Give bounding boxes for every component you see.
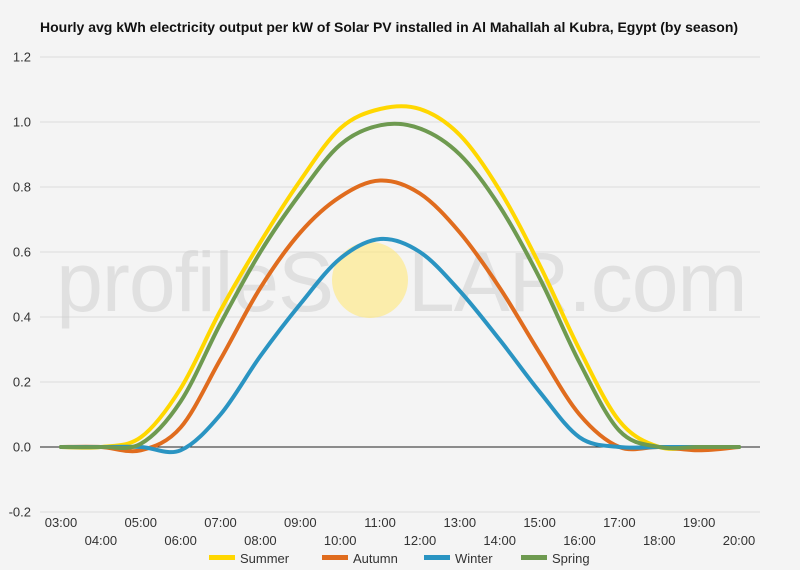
legend-swatch	[322, 555, 348, 560]
x-tick-label: 14:00	[483, 533, 516, 548]
chart-title: Hourly avg kWh electricity output per kW…	[40, 19, 739, 35]
legend-item-autumn: Autumn	[322, 551, 398, 566]
x-tick-label: 15:00	[523, 515, 556, 530]
x-tick-label: 11:00	[364, 515, 396, 530]
x-tick-label: 08:00	[244, 533, 277, 548]
legend-label: Winter	[455, 551, 493, 566]
legend-swatch	[424, 555, 450, 560]
x-axis-ticks: 03:00 05:00 07:00 09:00 11:00 13:00 15:00 17:00…	[45, 515, 756, 548]
series-lines	[59, 104, 741, 455]
legend-item-spring: Spring	[521, 551, 590, 566]
x-tick-label: 13:00	[444, 515, 477, 530]
series-line-summer	[59, 104, 741, 451]
x-tick-label: 09:00	[284, 515, 317, 530]
x-tick-label: 03:00	[45, 515, 78, 530]
x-tick-label: 06:00	[164, 533, 197, 548]
x-tick-label: 05:00	[124, 515, 157, 530]
y-tick-label: -0.2	[9, 505, 31, 520]
x-tick-label: 12:00	[404, 533, 437, 548]
legend-swatch	[521, 555, 547, 560]
y-axis-ticks: -0.2 0.0 0.2 0.4 0.6 0.8 1.0 1.2	[9, 50, 31, 520]
y-tick-label: 0.8	[13, 180, 31, 195]
x-tick-label: 10:00	[324, 533, 357, 548]
legend-label: Spring	[552, 551, 590, 566]
watermark-sun-icon	[332, 242, 408, 318]
y-tick-label: 1.2	[13, 50, 31, 65]
series-line-spring	[59, 121, 741, 451]
x-tick-label: 17:00	[603, 515, 636, 530]
x-tick-label: 16:00	[563, 533, 596, 548]
x-tick-label: 19:00	[683, 515, 716, 530]
y-tick-label: 0.4	[13, 310, 31, 325]
x-tick-label: 20:00	[723, 533, 756, 548]
legend-swatch	[209, 555, 235, 560]
legend: Summer Autumn Winter Spring	[209, 551, 590, 566]
legend-label: Autumn	[353, 551, 398, 566]
series-line-winter	[59, 236, 741, 455]
y-tick-label: 0.6	[13, 245, 31, 260]
watermark: profileS LAR.com	[56, 235, 747, 329]
x-tick-label: 18:00	[643, 533, 676, 548]
legend-item-summer: Summer	[209, 551, 290, 566]
watermark-text-right: LAR.com	[408, 235, 746, 329]
y-tick-label: 0.2	[13, 375, 31, 390]
x-tick-label: 07:00	[204, 515, 237, 530]
y-tick-label: 0.0	[13, 440, 31, 455]
y-tick-label: 1.0	[13, 115, 31, 130]
x-tick-label: 04:00	[85, 533, 118, 548]
legend-item-winter: Winter	[424, 551, 493, 566]
legend-label: Summer	[240, 551, 290, 566]
